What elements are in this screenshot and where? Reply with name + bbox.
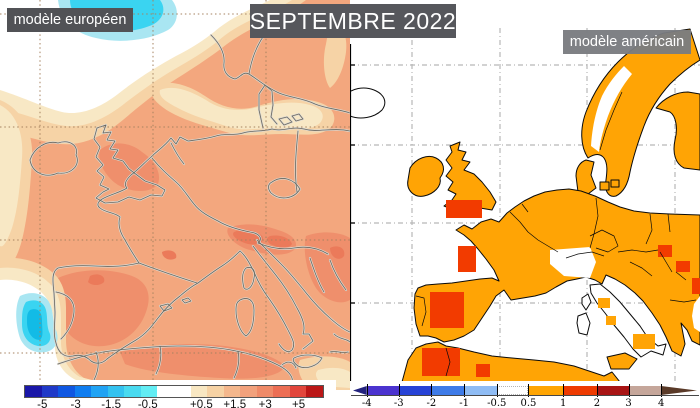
european-model-badge: modèle européen: [7, 8, 133, 32]
right-colorbar-axis: [351, 395, 699, 396]
left-colorbar-segments: [25, 386, 323, 397]
european-model-label: modèle européen: [13, 12, 127, 28]
month-title-badge: SEPTEMBRE 2022: [250, 4, 456, 38]
graticule-right: [350, 28, 700, 382]
month-title: SEPTEMBRE 2022: [249, 7, 457, 34]
right-colorbar-segments: [353, 384, 697, 397]
graticule-left: [0, 0, 350, 382]
country-borders: [415, 91, 697, 377]
american-model-map: [350, 0, 700, 408]
left-colorbar-strip: -5 -3 -1,5 -0,5 +0,5 +1,5 +3 +5: [12, 380, 336, 408]
american-model-label: modèle américain: [569, 34, 685, 50]
high-anomaly-cells: [422, 200, 700, 377]
plot-frame: [350, 44, 355, 383]
right-colorbar-labels: -4 -3 -2 -1 -0.5 0.5 1 2 3 4: [361, 398, 665, 408]
right-colorbar-strip: -4 -3 -2 -1 -0.5 0.5 1 2 3 4: [350, 381, 700, 408]
american-model-badge: modèle américain: [563, 30, 691, 54]
european-model-map: [0, 0, 350, 408]
left-colorbar: -5 -3 -1,5 -0,5 +0,5 +1,5 +3 +5: [24, 385, 324, 408]
left-colorbar-labels: -5 -3 -1,5 -0,5 +0,5 +1,5 +3 +5: [37, 399, 306, 408]
right-colorbar: -4 -3 -2 -1 -0.5 0.5 1 2 3 4: [351, 384, 699, 408]
